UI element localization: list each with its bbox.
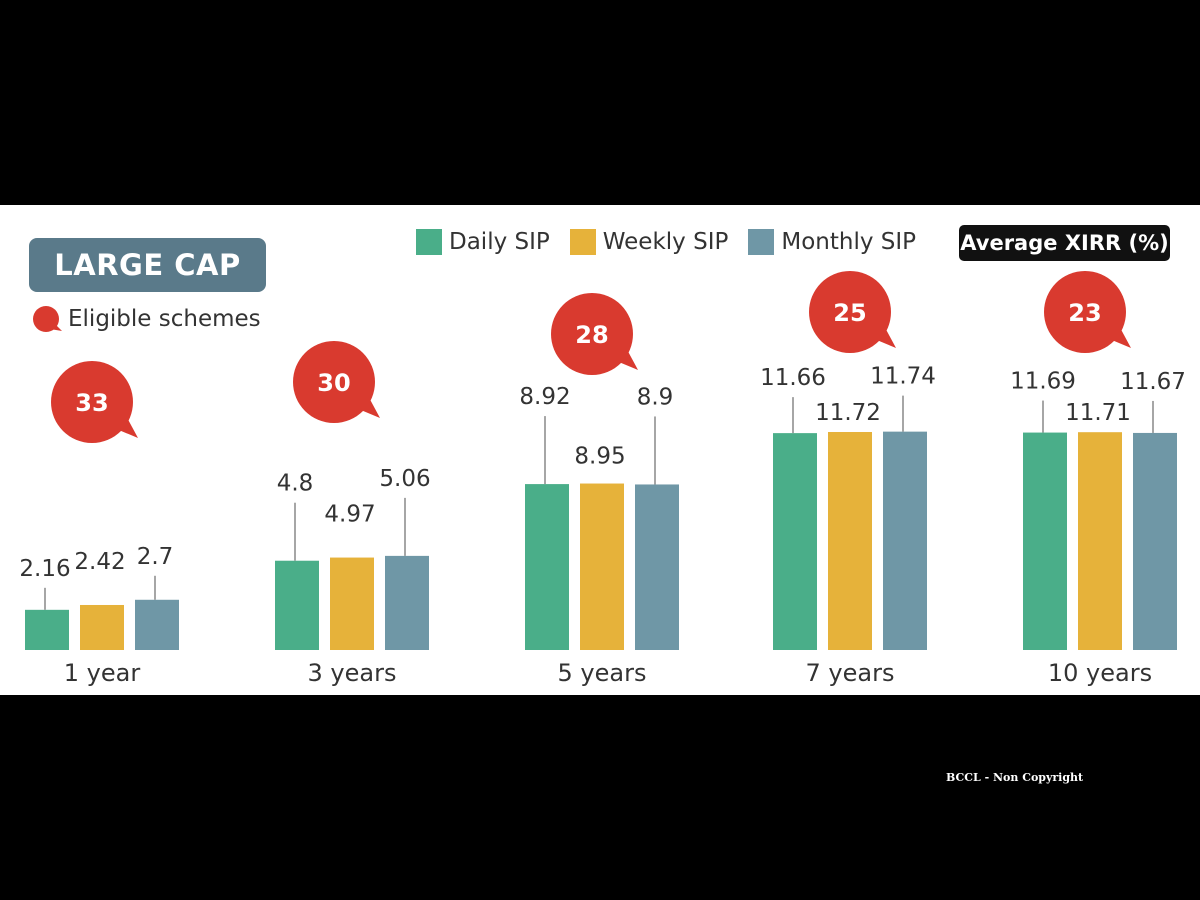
bar-monthly-1: [135, 599, 179, 650]
eligible-count-1: 33: [75, 389, 108, 417]
bar-weekly-2: [330, 557, 374, 650]
data-label-weekly-2: 4.97: [324, 502, 375, 528]
bar-daily-1: [25, 609, 69, 650]
bar-weekly-4: [828, 432, 872, 650]
eligible-count-5: 23: [1068, 299, 1101, 327]
data-label-weekly-4: 11.72: [815, 400, 881, 426]
bar-chart: 2.16 2.42 2.7 1 year 33 4.8 4.975.06 3 years 30 8…: [19, 271, 1186, 687]
category-label-4: 7 years: [806, 659, 895, 687]
eligible-legend: Eligible schemes: [32, 305, 261, 333]
eligible-bubble-icon: [33, 306, 62, 332]
eligible-bubble-2: [293, 341, 375, 423]
data-label-daily-1: 2.16: [19, 556, 70, 582]
data-label-monthly-2: 5.06: [379, 466, 430, 492]
bar-monthly-3: [635, 484, 679, 650]
data-label-monthly-5: 11.67: [1120, 369, 1186, 395]
eligible-bubble-5: [1044, 271, 1126, 353]
watermark: BCCL - Non Copyright: [946, 771, 1084, 784]
eligible-count-3: 28: [575, 321, 608, 349]
legend-item-daily: Daily SIP: [416, 229, 550, 255]
eligible-legend-label: Eligible schemes: [68, 306, 261, 332]
data-label-daily-4: 11.66: [760, 365, 826, 391]
data-label-daily-3: 8.92: [519, 384, 570, 410]
bar-daily-5: [1023, 432, 1067, 650]
bar-monthly-4: [883, 431, 927, 650]
data-label-monthly-3: 8.9: [637, 384, 674, 410]
data-label-weekly-3: 8.95: [574, 444, 625, 470]
eligible-bubble-4: [809, 271, 891, 353]
segment-badge: LARGE CAP: [29, 238, 266, 292]
legend-label-weekly: Weekly SIP: [602, 229, 729, 255]
eligible-count-4: 25: [833, 299, 866, 327]
bar-daily-2: [275, 560, 319, 650]
eligible-bubble-3: [551, 293, 633, 375]
legend-swatch-daily: [416, 229, 442, 255]
series-legend: Daily SIP Weekly SIP Monthly SIP: [416, 229, 936, 255]
data-label-daily-2: 4.8: [277, 471, 314, 497]
data-label-monthly-1: 2.7: [137, 544, 174, 570]
chart-panel: LARGE CAP Eligible schemes Daily SIP Wee…: [0, 205, 1200, 695]
eligible-bubble-1: [51, 361, 133, 443]
data-label-monthly-4: 11.74: [870, 364, 936, 390]
bar-weekly-3: [580, 483, 624, 650]
data-label-weekly-5: 11.71: [1065, 400, 1131, 426]
bar-daily-3: [525, 484, 569, 650]
legend-item-monthly: Monthly SIP: [748, 229, 916, 255]
legend-label-daily: Daily SIP: [449, 229, 550, 255]
bar-monthly-5: [1133, 432, 1177, 650]
legend-item-weekly: Weekly SIP: [569, 229, 729, 255]
category-label-2: 3 years: [308, 659, 397, 687]
legend-label-monthly: Monthly SIP: [781, 229, 917, 255]
metric-badge: Average XIRR (%): [959, 225, 1170, 261]
bar-monthly-2: [385, 555, 429, 650]
category-label-1: 1 year: [64, 659, 141, 687]
bar-weekly-1: [80, 604, 124, 650]
legend-swatch-monthly: [748, 229, 775, 255]
category-label-5: 10 years: [1048, 659, 1152, 687]
bar-weekly-5: [1078, 432, 1122, 650]
data-label-daily-5: 11.69: [1010, 369, 1076, 395]
bar-daily-4: [773, 433, 817, 650]
eligible-count-2: 30: [317, 369, 350, 397]
legend-swatch-weekly: [569, 229, 596, 255]
data-label-weekly-1: 2.42: [74, 549, 125, 575]
category-label-3: 5 years: [558, 659, 647, 687]
